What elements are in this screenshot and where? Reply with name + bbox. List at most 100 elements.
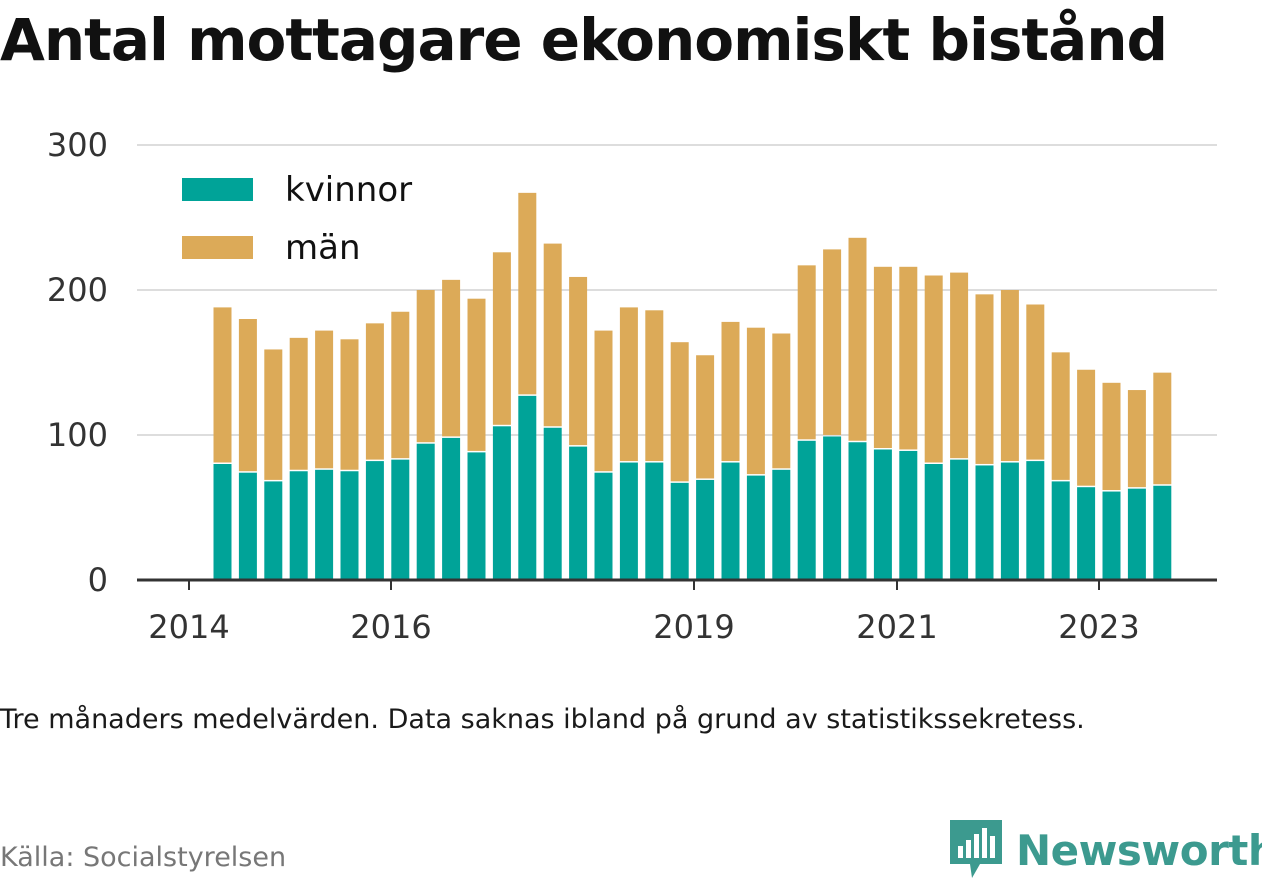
bar-man xyxy=(772,333,791,469)
bar-kvinnor xyxy=(873,449,892,580)
legend: kvinnor män xyxy=(182,170,412,268)
bar-man xyxy=(721,321,740,462)
bar-man xyxy=(873,266,892,448)
bar-man xyxy=(416,290,435,443)
chart-icon xyxy=(950,820,1002,878)
bar-man xyxy=(365,323,384,460)
bar-kvinnor xyxy=(518,395,537,580)
chart-title: Antal mottagare ekonomiskt bistånd xyxy=(0,6,1168,74)
bar-kvinnor xyxy=(289,471,308,580)
bar-man xyxy=(518,192,537,395)
bar-kvinnor xyxy=(899,450,918,580)
bar-kvinnor xyxy=(391,459,410,580)
bar-kvinnor xyxy=(950,459,969,580)
bar-kvinnor xyxy=(645,462,664,580)
y-tick-label: 0 xyxy=(88,561,108,599)
bar-man xyxy=(391,311,410,459)
bar-man xyxy=(797,265,816,440)
bar-man xyxy=(924,275,943,463)
y-tick-label: 300 xyxy=(47,126,108,164)
legend-swatch xyxy=(182,236,253,259)
bar-kvinnor xyxy=(315,469,334,580)
bar-man xyxy=(1127,390,1146,488)
legend-label: män xyxy=(285,228,361,268)
bar-man xyxy=(492,252,511,425)
bar-kvinnor xyxy=(340,471,359,580)
bar-kvinnor xyxy=(1077,487,1096,580)
y-tick-label: 200 xyxy=(47,271,108,309)
bar-kvinnor xyxy=(772,469,791,580)
brand-logo: Newsworthy xyxy=(950,820,1262,880)
bar-man xyxy=(670,342,689,482)
bar-kvinnor xyxy=(264,481,283,580)
y-tick-label: 100 xyxy=(47,416,108,454)
x-tick-label: 2014 xyxy=(148,608,229,646)
bar-man xyxy=(746,327,765,475)
bar-kvinnor xyxy=(492,426,511,580)
bar-man xyxy=(1026,304,1045,460)
bar-kvinnor xyxy=(365,461,384,580)
bar-kvinnor xyxy=(569,446,588,580)
bar-kvinnor xyxy=(721,462,740,580)
bar-man xyxy=(1102,382,1121,491)
bar-man xyxy=(543,243,562,427)
x-tick-label: 2023 xyxy=(1058,608,1139,646)
chart-note: Tre månaders medelvärden. Data saknas ib… xyxy=(0,704,1085,735)
bar-kvinnor xyxy=(467,452,486,580)
bar-man xyxy=(645,310,664,462)
bar-man xyxy=(1153,372,1172,485)
bar-kvinnor xyxy=(594,472,613,580)
bar-kvinnor xyxy=(823,436,842,580)
bar-man xyxy=(213,307,232,463)
bar-kvinnor xyxy=(1051,481,1070,580)
bar-man xyxy=(467,298,486,451)
bar-man xyxy=(238,319,257,472)
legend-label: kvinnor xyxy=(285,170,412,210)
bar-man xyxy=(442,279,461,437)
bar-kvinnor xyxy=(1102,491,1121,580)
brand-name: Newsworthy xyxy=(1016,825,1262,875)
bar-kvinnor xyxy=(746,475,765,580)
bar-man xyxy=(823,249,842,435)
bar-kvinnor xyxy=(238,472,257,580)
bar-kvinnor xyxy=(416,443,435,580)
bar-kvinnor xyxy=(619,462,638,580)
bar-man xyxy=(899,266,918,450)
stacked-bar-chart: 0 100 200 300 2014 2016 2019 2021 2023 kvinnor m… xyxy=(47,126,1217,646)
x-axis: 2014 2016 2019 2021 2023 xyxy=(137,578,1217,646)
bar-kvinnor xyxy=(975,465,994,580)
bars xyxy=(213,192,1172,580)
bar-kvinnor xyxy=(1153,485,1172,580)
y-axis: 0 100 200 300 xyxy=(47,126,108,599)
bar-man xyxy=(289,337,308,470)
bar-kvinnor xyxy=(213,464,232,580)
bar-kvinnor xyxy=(670,482,689,580)
bar-man xyxy=(696,355,715,479)
bar-man xyxy=(950,272,969,459)
bar-kvinnor xyxy=(1000,462,1019,580)
legend-swatch xyxy=(182,178,253,201)
bar-kvinnor xyxy=(848,442,867,580)
x-tick-label: 2019 xyxy=(653,608,734,646)
bar-kvinnor xyxy=(1127,488,1146,580)
bar-man xyxy=(619,307,638,462)
bar-man xyxy=(848,237,867,441)
x-tick-label: 2021 xyxy=(856,608,937,646)
bar-man xyxy=(569,276,588,446)
x-tick-label: 2016 xyxy=(350,608,431,646)
bar-man xyxy=(1051,352,1070,480)
bar-man xyxy=(594,330,613,472)
bar-kvinnor xyxy=(543,427,562,580)
bar-kvinnor xyxy=(442,437,461,580)
bar-man xyxy=(975,294,994,464)
bar-kvinnor xyxy=(1026,461,1045,580)
bar-man xyxy=(340,339,359,470)
bar-kvinnor xyxy=(924,464,943,580)
bar-man xyxy=(1000,290,1019,462)
bar-kvinnor xyxy=(797,440,816,580)
bar-man xyxy=(315,330,334,469)
bar-man xyxy=(264,349,283,480)
bar-kvinnor xyxy=(696,479,715,580)
source-credit: Källa: Socialstyrelsen xyxy=(0,842,287,873)
bar-man xyxy=(1077,369,1096,486)
